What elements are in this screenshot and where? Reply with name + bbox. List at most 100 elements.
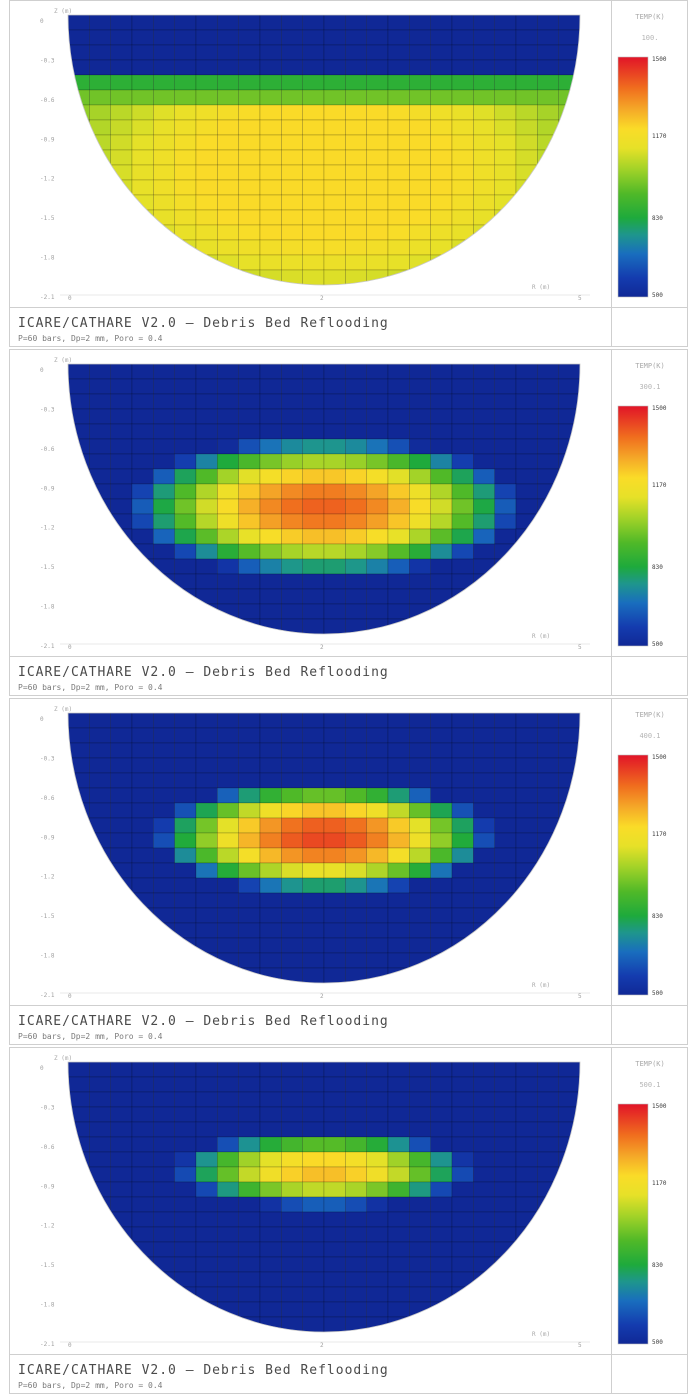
- heatmap-cell: [387, 15, 410, 31]
- heatmap-cell: [217, 134, 239, 151]
- heatmap-cell: [110, 588, 133, 605]
- colorbar-unit: TEMP(K): [635, 362, 665, 370]
- heatmap-cell: [89, 742, 111, 759]
- heatmap-cell: [217, 558, 239, 575]
- heatmap-cell: [217, 727, 239, 744]
- heatmap-cell: [68, 423, 90, 440]
- heatmap-cell: [409, 802, 431, 819]
- heatmap-cell: [430, 209, 453, 226]
- heatmap-cell: [558, 1211, 580, 1228]
- heatmap-cell: [131, 1151, 154, 1168]
- heatmap-cell: [345, 119, 367, 136]
- heatmap-cell: [537, 1106, 559, 1123]
- heatmap-cell: [409, 134, 431, 151]
- heatmap-cell: [174, 15, 197, 31]
- bed-heatmap: 0-0.3-0.6-0.9-1.2-1.5-1.8-2.1Z (m)0 2 5R (…: [40, 357, 590, 651]
- heatmap-cell: [68, 74, 90, 91]
- y-tick-label: 0: [40, 716, 44, 723]
- heatmap-cell: [302, 239, 325, 256]
- heatmap-cell: [68, 179, 90, 196]
- heatmap-cell: [366, 1076, 389, 1093]
- heatmap-cell: [302, 1196, 325, 1213]
- heatmap-cell: [259, 922, 282, 939]
- heatmap-cell: [153, 239, 175, 256]
- heatmap-cell: [387, 937, 410, 954]
- heatmap-cell: [195, 907, 218, 924]
- heatmap-cell: [345, 742, 367, 759]
- heatmap-cell: [430, 239, 453, 256]
- heatmap-cell: [451, 1241, 474, 1258]
- heatmap-cell: [68, 1076, 90, 1093]
- heatmap-cell: [366, 483, 389, 500]
- heatmap-cell: [153, 1106, 175, 1123]
- y-tick-label: -0.3: [40, 406, 55, 413]
- heatmap-cell: [409, 59, 431, 76]
- heatmap-cell: [238, 378, 261, 395]
- heatmap-cell: [473, 1062, 495, 1078]
- heatmap-cell: [302, 393, 325, 410]
- y-tick-label: -0.3: [40, 57, 55, 64]
- heatmap-cell: [473, 588, 495, 605]
- heatmap-cell: [387, 1211, 410, 1228]
- heatmap-cell: [494, 1301, 517, 1318]
- heatmap-cell: [387, 378, 410, 395]
- heatmap-cell: [281, 832, 303, 849]
- heatmap-cell: [409, 952, 431, 969]
- heatmap-cell: [217, 877, 239, 894]
- heatmap-cell: [110, 393, 133, 410]
- heatmap-cell: [259, 254, 282, 271]
- heatmap-cell: [387, 1301, 410, 1318]
- heatmap-cell: [174, 603, 197, 620]
- heatmap-cell: [387, 588, 410, 605]
- heatmap-cell: [515, 543, 538, 560]
- heatmap-cell: [473, 179, 495, 196]
- heatmap-cell: [238, 1151, 261, 1168]
- heatmap-cell: [494, 104, 517, 121]
- heatmap-cell: [366, 1136, 389, 1153]
- heatmap-cell: [430, 89, 453, 106]
- heatmap-cell: [131, 254, 154, 271]
- heatmap-cell: [153, 44, 175, 61]
- heatmap-cell: [451, 1196, 474, 1213]
- colorbar-panel: TEMP(K) 500.1 500 830 1170 1500: [612, 1047, 688, 1355]
- heatmap-cell: [558, 1181, 580, 1198]
- heatmap-cell: [387, 498, 410, 515]
- heatmap-cell: [259, 483, 282, 500]
- heatmap-cell: [259, 1136, 282, 1153]
- heatmap-cell: [558, 209, 580, 226]
- heatmap-cell: [345, 164, 367, 181]
- heatmap-cell: [153, 74, 175, 91]
- heatmap-cell: [217, 817, 239, 834]
- heatmap-cell: [217, 573, 239, 590]
- heatmap-cell: [238, 588, 261, 605]
- heatmap-cell: [153, 1241, 175, 1258]
- heatmap-cell: [110, 1166, 133, 1183]
- heatmap-cell: [323, 1271, 346, 1288]
- heatmap-cell: [387, 922, 410, 939]
- chart-subtitle: P=60 bars, Dp=2 mm, Poro = 0.4: [18, 1032, 163, 1041]
- y-tick-label: -2.1: [40, 1341, 55, 1348]
- heatmap-cell: [131, 513, 154, 530]
- heatmap-cell: [323, 618, 346, 634]
- heatmap-cell: [217, 269, 239, 285]
- heatmap-cell: [537, 713, 559, 729]
- heatmap-cell: [430, 817, 453, 834]
- heatmap-cell: [515, 1121, 538, 1138]
- heatmap-cell: [131, 573, 154, 590]
- heatmap-cell: [110, 543, 133, 560]
- heatmap-cell: [217, 713, 239, 729]
- heatmap-cell: [217, 393, 239, 410]
- heatmap-cell: [366, 802, 389, 819]
- heatmap-cell: [68, 149, 90, 166]
- heatmap-cell: [494, 862, 517, 879]
- bed-heatmap: 0-0.3-0.6-0.9-1.2-1.5-1.8-2.1Z (m)0 2 5R (…: [40, 8, 590, 302]
- heatmap-cell: [259, 1271, 282, 1288]
- heatmap-cell: [195, 513, 218, 530]
- heatmap-cell: [515, 378, 538, 395]
- heatmap-cell: [89, 528, 111, 545]
- cell-grid: [68, 364, 580, 634]
- heatmap-cell: [494, 164, 517, 181]
- heatmap-cell: [174, 59, 197, 76]
- heatmap-cell: [387, 1076, 410, 1093]
- heatmap-cell: [259, 952, 282, 969]
